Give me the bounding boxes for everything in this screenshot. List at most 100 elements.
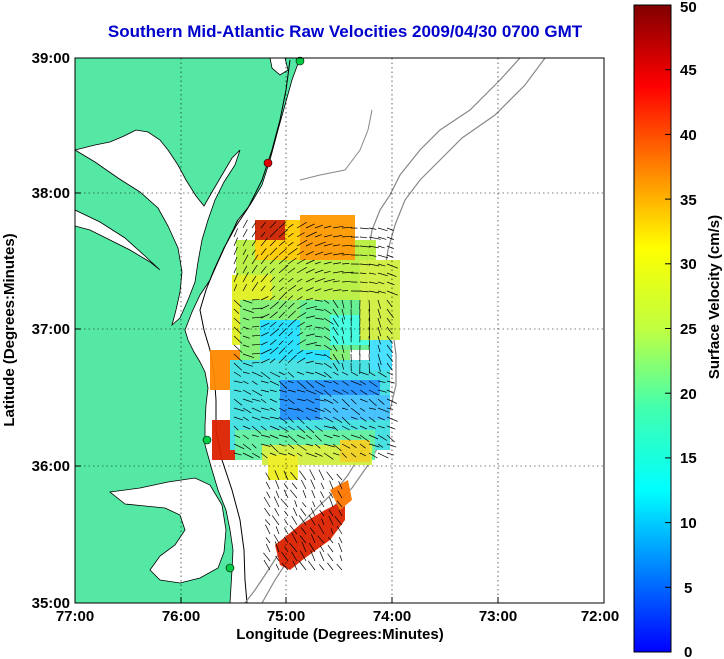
velocity-arrow — [332, 452, 340, 456]
velocity-arrow — [260, 341, 268, 346]
velocity-arrow — [350, 389, 358, 395]
velocity-arrow — [300, 508, 307, 517]
velocity-arrow — [242, 443, 252, 451]
velocity-arrow — [269, 443, 279, 453]
velocity-arrow — [287, 232, 294, 238]
velocity-arrow — [296, 407, 304, 413]
velocity-arrow — [336, 500, 343, 508]
velocity-arrow — [323, 225, 332, 229]
velocity-arrow — [334, 516, 343, 526]
velocity-arrow — [296, 321, 305, 328]
velocity-arrow — [251, 380, 258, 385]
velocity-arrow — [336, 563, 343, 571]
velocity-arrow — [242, 284, 248, 292]
velocity-arrow — [242, 317, 250, 321]
velocity-arrow — [386, 452, 394, 456]
velocity-arrow — [310, 533, 316, 544]
velocity-arrow — [386, 326, 393, 334]
velocity-arrow — [323, 434, 333, 439]
velocity-arrow — [251, 298, 260, 301]
velocity-arrow — [341, 290, 349, 292]
velocity-arrow — [341, 244, 352, 247]
station-marker-north — [295, 56, 305, 66]
velocity-arrow — [341, 407, 348, 411]
velocity-arrow — [269, 339, 277, 346]
velocity-arrow — [341, 416, 351, 426]
velocity-arrow — [242, 219, 248, 229]
velocity-arrow — [359, 281, 368, 284]
velocity-arrow — [289, 542, 298, 553]
velocity-arrow — [368, 254, 377, 257]
velocity-arrow — [269, 398, 278, 403]
velocity-arrow — [339, 555, 343, 562]
velocity-arrow — [377, 380, 386, 383]
velocity-arrow — [341, 317, 344, 325]
velocity-arrow — [233, 299, 242, 308]
velocity-arrow — [318, 469, 325, 481]
velocity-arrow — [310, 479, 316, 490]
velocity-arrow — [359, 371, 369, 376]
velocity-arrow — [275, 564, 280, 571]
velocity-arrow — [368, 398, 377, 407]
velocity-arrow — [386, 299, 393, 308]
velocity-arrow — [323, 380, 332, 384]
x-tick-label: 75:00 — [267, 608, 305, 625]
velocity-arrow — [314, 277, 326, 283]
velocity-arrow — [323, 371, 332, 379]
velocity-arrow — [386, 443, 397, 448]
velocity-arrow — [377, 425, 385, 429]
velocity-arrow — [359, 398, 368, 403]
velocity-arrow — [332, 434, 340, 437]
velocity-arrow — [368, 281, 378, 285]
velocity-arrow — [269, 328, 280, 337]
velocity-arrow — [300, 527, 307, 535]
velocity-arrow — [377, 272, 388, 277]
velocity-arrow — [314, 308, 324, 311]
velocity-arrow — [278, 229, 289, 238]
velocity-arrow — [305, 398, 315, 404]
colorbar-tick-label: 30 — [680, 256, 697, 273]
x-tick-label: 76:00 — [162, 608, 200, 625]
velocity-arrow — [242, 229, 248, 238]
velocity-arrow — [308, 514, 316, 526]
velocity-field — [210, 215, 400, 570]
velocity-arrow — [319, 545, 325, 553]
velocity-arrow — [341, 443, 351, 449]
velocity-arrow — [271, 515, 280, 526]
velocity-arrow — [329, 496, 334, 508]
velocity-arrow — [386, 389, 394, 394]
velocity-arrow — [269, 346, 279, 355]
velocity-arrow — [329, 480, 334, 490]
velocity-arrow — [359, 425, 368, 430]
velocity-arrow — [319, 500, 325, 508]
velocity-arrow — [287, 247, 298, 256]
velocity-arrow — [377, 227, 388, 232]
velocity-arrow — [260, 273, 269, 283]
velocity-arrow — [323, 452, 334, 460]
colorbar — [633, 4, 672, 653]
y-tick-label: 38:00 — [32, 185, 70, 202]
velocity-arrow — [332, 398, 339, 404]
velocity-arrow — [278, 443, 286, 447]
velocity-arrow — [332, 344, 338, 352]
velocity-arrow — [233, 267, 237, 274]
velocity-arrow — [242, 249, 247, 256]
velocity-arrow — [287, 241, 294, 247]
velocity-arrow — [359, 254, 368, 257]
velocity-arrow — [278, 347, 286, 355]
colorbar-tick-label: 20 — [680, 386, 697, 403]
velocity-arrow — [251, 316, 264, 319]
velocity-arrow — [278, 434, 289, 438]
velocity-arrow — [260, 380, 269, 384]
velocity-arrow — [368, 371, 376, 377]
velocity-arrow — [273, 534, 280, 544]
velocity-arrow — [338, 509, 343, 517]
velocity-arrow — [251, 416, 261, 421]
velocity-arrow — [323, 299, 330, 304]
velocity-arrow — [314, 380, 325, 388]
velocity-arrow — [233, 371, 242, 377]
velocity-arrow — [323, 344, 332, 351]
y-tick-label: 39:00 — [32, 50, 70, 67]
velocity-arrow — [278, 221, 287, 229]
